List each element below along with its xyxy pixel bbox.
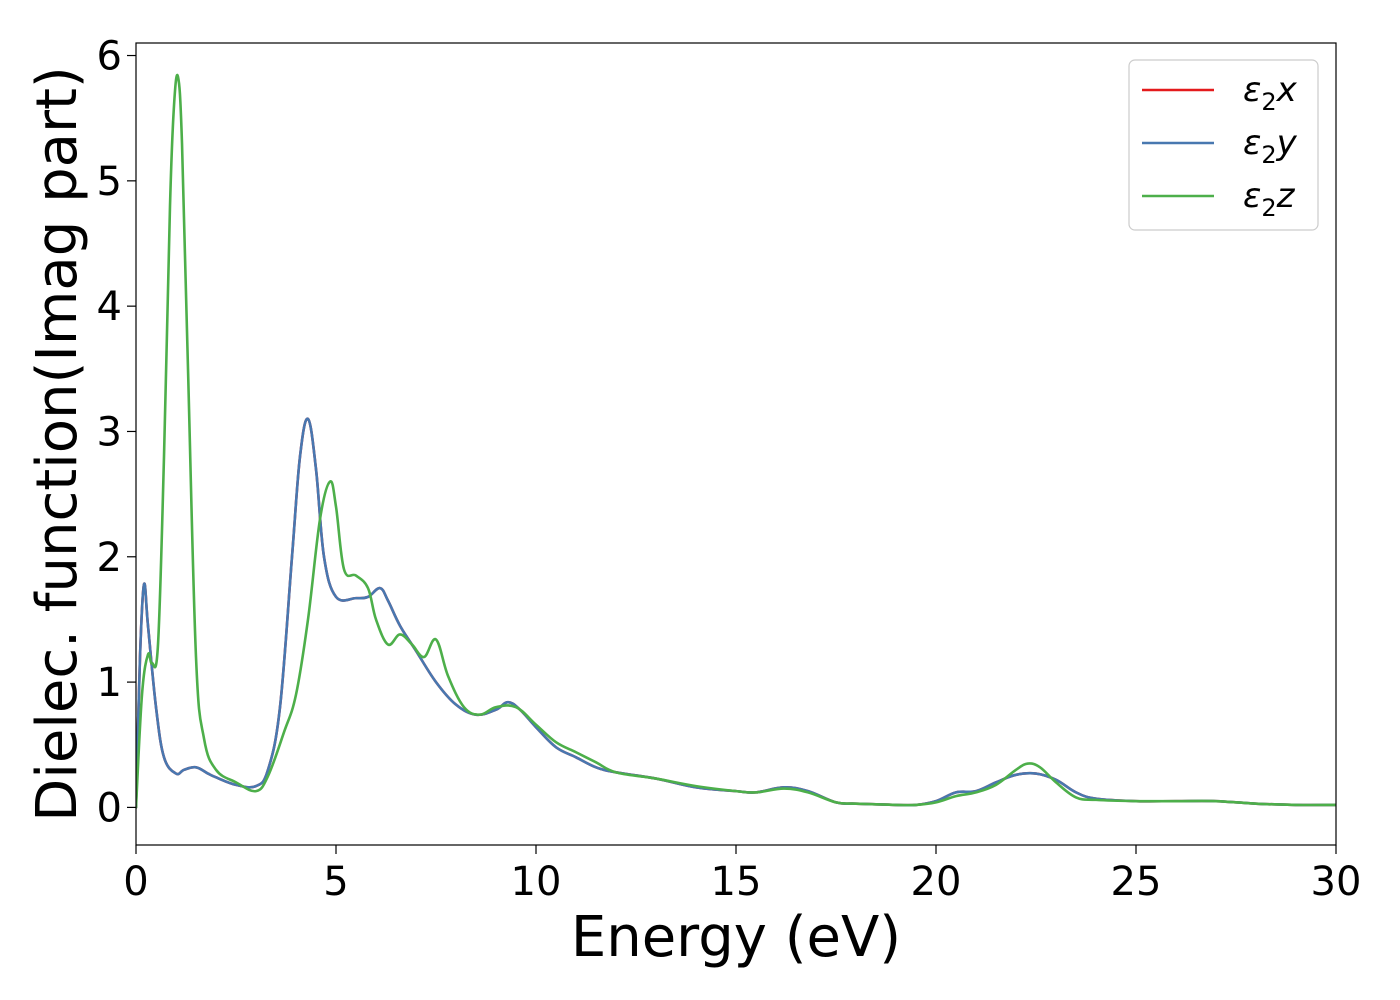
- legend-label-x: ε2x: [1243, 70, 1298, 116]
- y-tick-label: 1: [97, 660, 122, 706]
- x-tick-label: 5: [323, 859, 348, 905]
- x-axis-label: Energy (eV): [571, 905, 901, 970]
- x-tick-label: 15: [711, 859, 762, 905]
- y-tick-label: 3: [97, 409, 122, 455]
- series-line-y: [136, 417, 1336, 809]
- x-tick-label: 25: [1111, 859, 1162, 905]
- x-axis-ticks: 0 5 10 15 20 25 30: [123, 845, 1361, 905]
- y-tick-label: 5: [97, 159, 122, 205]
- y-tick-label: 4: [97, 284, 122, 330]
- x-tick-label: 30: [1311, 859, 1362, 905]
- y-tick-label: 2: [97, 535, 122, 581]
- series-layer: [136, 73, 1336, 809]
- x-tick-label: 0: [123, 859, 148, 905]
- series-line-z: [136, 73, 1336, 809]
- y-axis-label: Dielec. function(Imag part): [25, 66, 90, 822]
- legend: ε2x ε2y ε2z: [1128, 59, 1319, 231]
- legend-label-z: ε2z: [1243, 176, 1296, 222]
- x-tick-label: 20: [911, 859, 962, 905]
- x-tick-label: 10: [511, 859, 562, 905]
- legend-label-y: ε2y: [1243, 123, 1298, 169]
- y-tick-label: 6: [97, 34, 122, 80]
- y-tick-label: 0: [97, 785, 122, 831]
- legend-box: [1128, 59, 1319, 231]
- y-axis-ticks: 0 1 2 3 4 5 6: [97, 34, 136, 831]
